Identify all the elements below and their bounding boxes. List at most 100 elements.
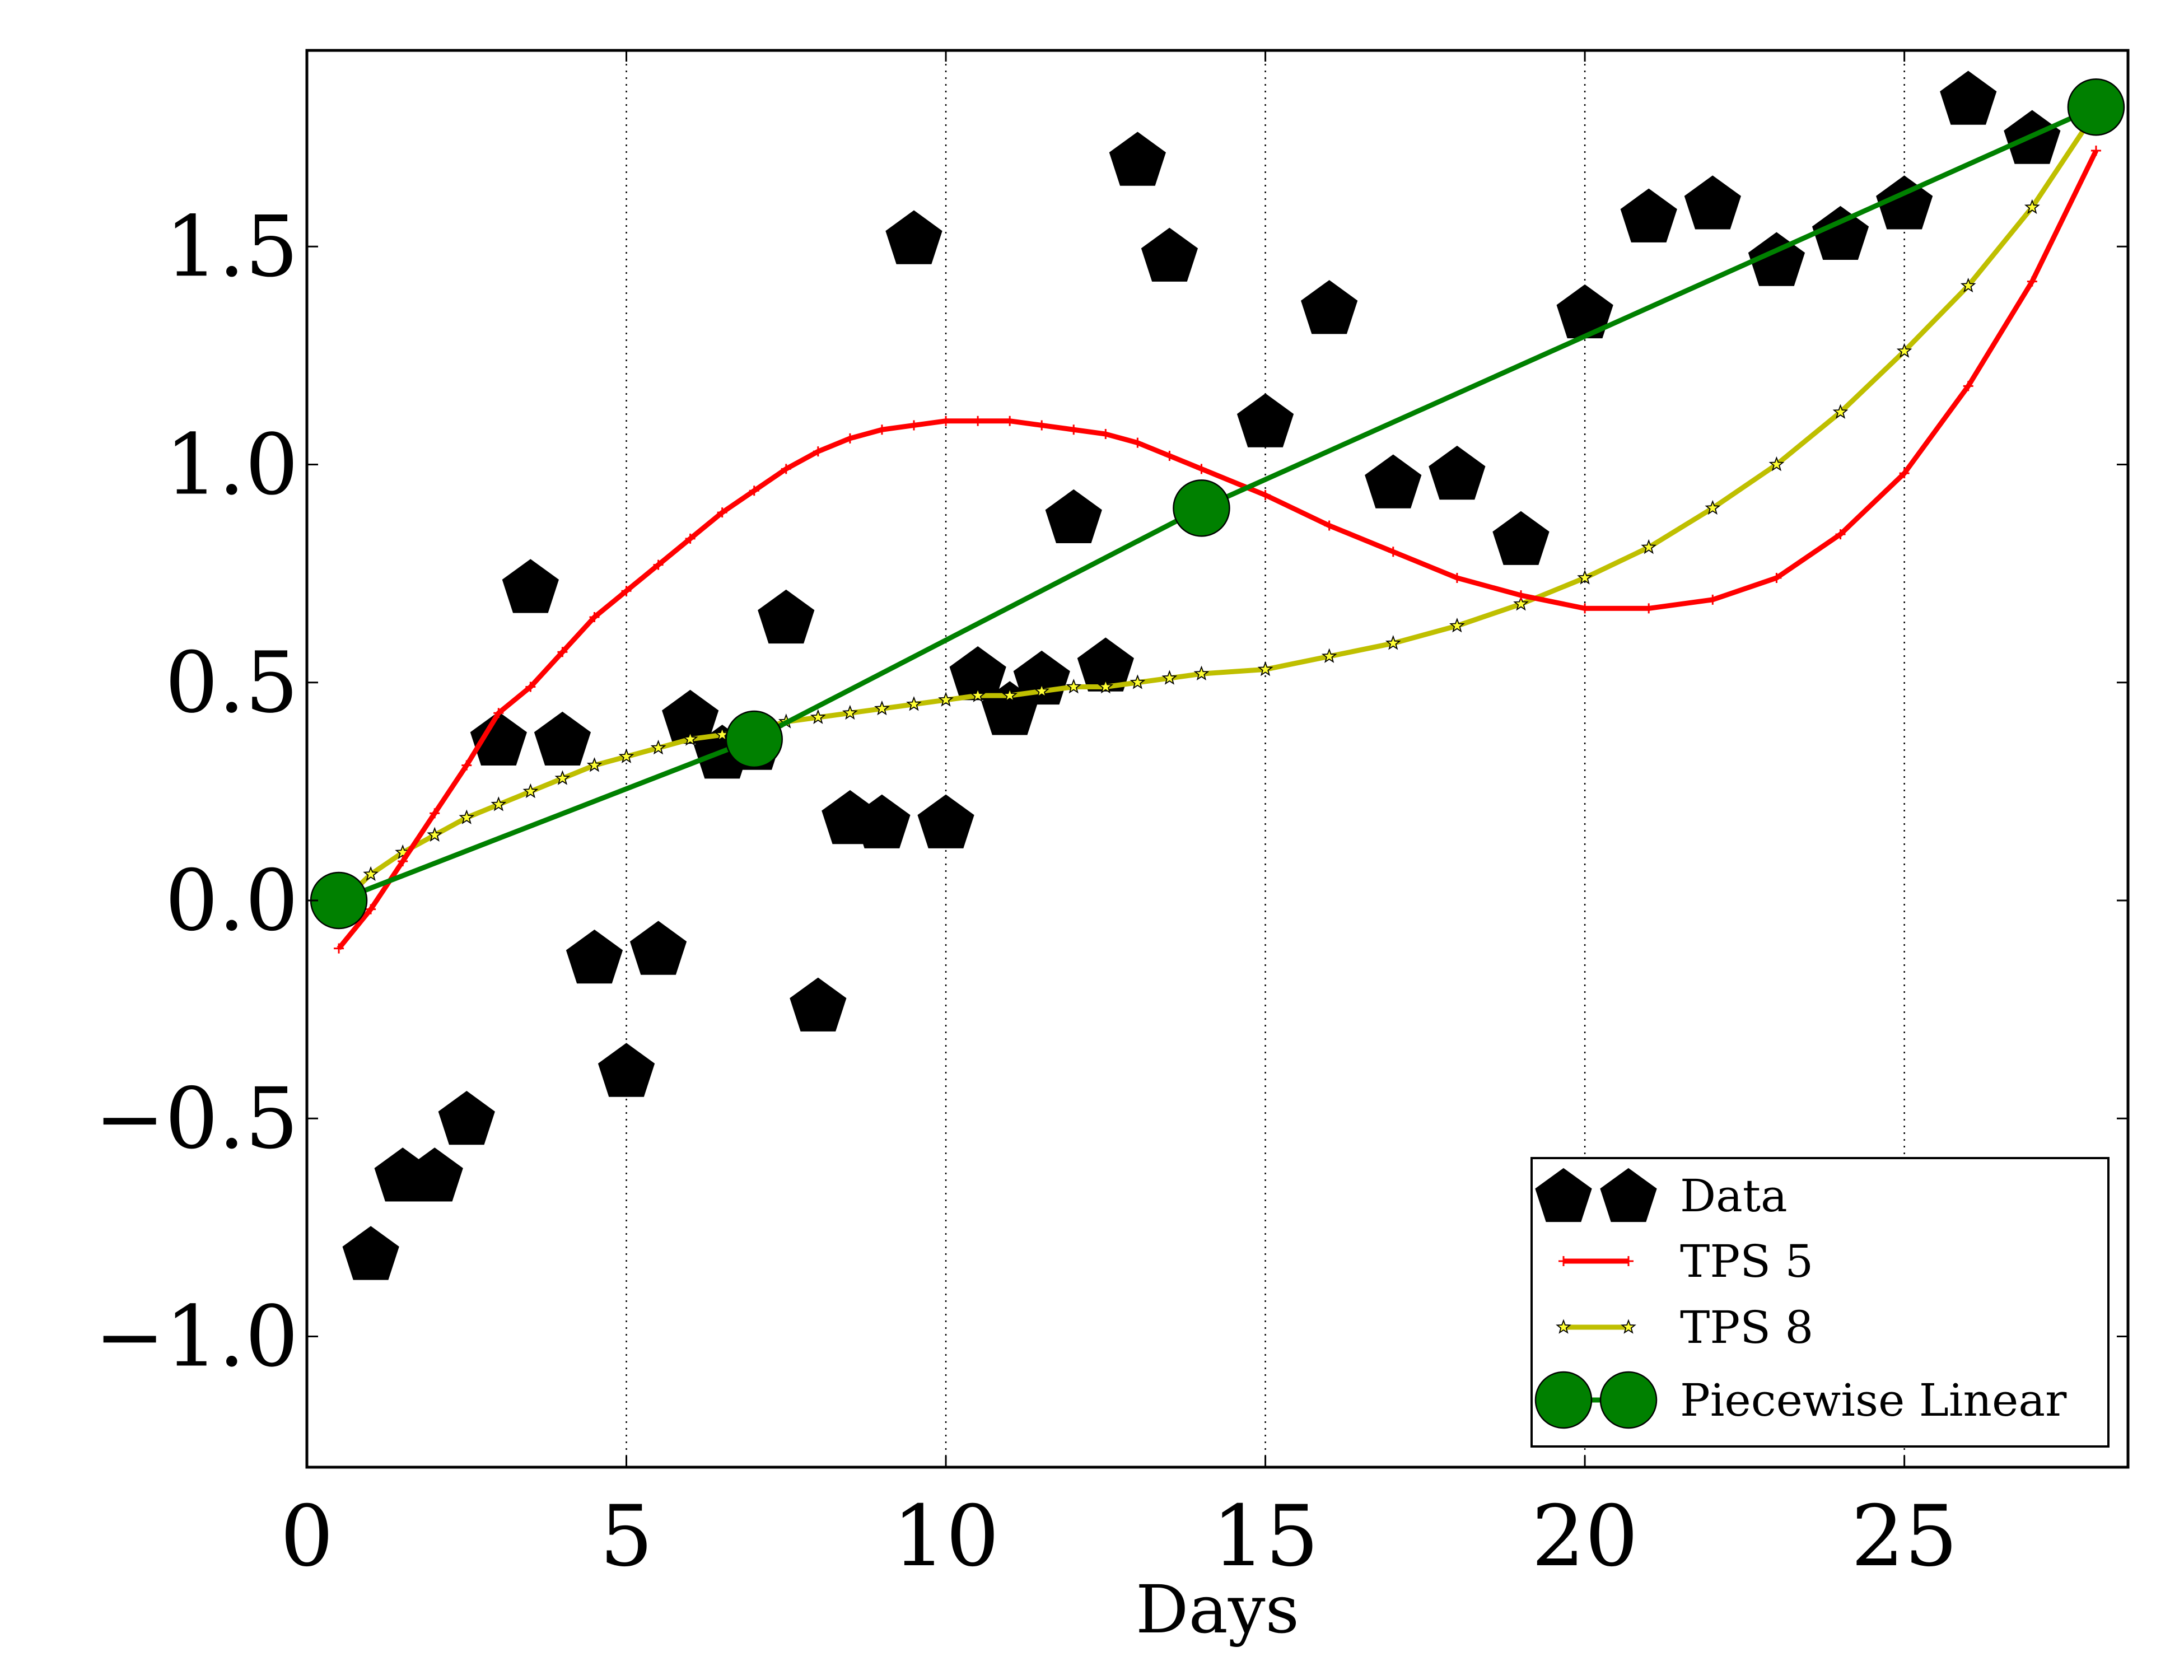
piecewise-linear-point xyxy=(1173,479,1230,537)
y-tick-label: −1.0 xyxy=(95,1288,298,1385)
tps-8-point xyxy=(1768,456,1785,472)
data-point xyxy=(502,559,559,613)
x-axis-title: Days xyxy=(1136,1571,1299,1648)
tps-8-point xyxy=(1705,500,1721,515)
tps-5-point xyxy=(1196,464,1207,474)
x-tick-label: 15 xyxy=(1212,1488,1319,1585)
data-point xyxy=(566,929,623,984)
tps-5-point xyxy=(1005,416,1015,426)
tps-5-point xyxy=(1324,520,1334,531)
tps-5-line xyxy=(337,150,2098,950)
tps-5-point xyxy=(749,486,759,496)
legend-label: TPS 8 xyxy=(1680,1301,1813,1354)
tps-5-point xyxy=(1707,594,1718,605)
tps-8-point xyxy=(1577,570,1593,585)
data-point xyxy=(790,977,847,1032)
tps-8-point xyxy=(650,739,666,755)
tps-8-point xyxy=(874,700,890,716)
data-point xyxy=(1236,393,1294,447)
tps-5-point xyxy=(589,612,600,622)
tps-8-point xyxy=(1449,617,1465,633)
tps-8-point xyxy=(1161,670,1178,685)
tps-8-point xyxy=(1641,539,1657,554)
legend: Data TPS 5 TPS 8 Piecewise Linear xyxy=(1530,1157,2110,1448)
data-point xyxy=(342,1226,399,1280)
tps-8-point xyxy=(618,748,634,763)
data-point xyxy=(662,689,719,744)
data-point xyxy=(758,589,815,644)
tps-8-point xyxy=(1130,674,1146,689)
tps-5-point xyxy=(1260,490,1271,501)
tps-5-point xyxy=(781,464,791,474)
tps-5-point xyxy=(1644,603,1654,614)
data-point xyxy=(406,1147,463,1202)
tps-5-point xyxy=(1452,572,1462,583)
data-point xyxy=(598,1043,655,1097)
tps-5-point xyxy=(1835,529,1846,540)
data-point xyxy=(1045,489,1102,543)
y-tick-label: 0.0 xyxy=(165,852,298,950)
tps-5-point xyxy=(557,647,568,657)
tps-8-point xyxy=(1321,648,1337,663)
legend-label: Data xyxy=(1680,1170,1788,1222)
data-point xyxy=(1301,280,1358,334)
data-point xyxy=(1109,132,1166,186)
x-tick-label: 25 xyxy=(1851,1488,1958,1585)
x-tick-label: 5 xyxy=(600,1488,653,1585)
tps-8-line xyxy=(337,110,2098,907)
data-point xyxy=(1684,175,1741,230)
tps-5-point xyxy=(876,424,887,435)
data-point xyxy=(1429,445,1486,500)
series-layer xyxy=(310,71,2125,1280)
data-point xyxy=(470,711,527,766)
tps-5-point xyxy=(1100,429,1111,440)
series-tps-5 xyxy=(334,146,2101,954)
tps-8-point xyxy=(810,709,826,724)
tps-5-point xyxy=(973,416,983,426)
legend-marker-data xyxy=(1535,1168,1592,1222)
tps-8-point xyxy=(1034,683,1050,698)
legend-item: TPS 5 xyxy=(1558,1235,1813,1287)
tps-5-point xyxy=(430,808,440,819)
tps-8-point xyxy=(1385,635,1401,650)
data-point xyxy=(885,210,942,264)
data-point xyxy=(1141,227,1198,282)
legend-marker-plus xyxy=(1623,1256,1634,1266)
tps-5-point xyxy=(493,708,504,718)
tps-5-point xyxy=(813,446,823,457)
tps-8-point xyxy=(491,796,507,811)
axis-ticks: 0 5 10 15 20 25 −1.0 −0.5 0.0 0.5 1.0 1.5 xyxy=(95,50,2128,1585)
piecewise-linear-line xyxy=(338,105,2097,903)
tps-5-point xyxy=(844,433,855,444)
y-tick-label: −0.5 xyxy=(95,1070,298,1168)
tps-5-point xyxy=(1068,424,1079,435)
tps-5-point xyxy=(717,507,727,518)
legend-marker-star xyxy=(1621,1319,1636,1334)
data-point xyxy=(534,711,591,766)
tps-8-point xyxy=(1257,661,1273,676)
tps-5-point xyxy=(1963,381,1973,391)
tps-8-point xyxy=(522,783,539,799)
tps-8-point xyxy=(1066,679,1082,694)
data-point xyxy=(949,646,1006,701)
data-point xyxy=(629,921,687,975)
tps-5-point xyxy=(941,416,951,426)
tps-5-point xyxy=(366,904,376,914)
data-point xyxy=(1077,637,1134,692)
y-tick-label: 1.5 xyxy=(165,198,298,296)
y-tick-label: 0.5 xyxy=(165,634,298,732)
tps-8-point xyxy=(1832,404,1849,419)
x-tick-label: 20 xyxy=(1532,1488,1639,1585)
tps-8-point xyxy=(682,731,698,746)
tps-8-point xyxy=(2024,199,2040,214)
tps-5-point xyxy=(1132,437,1143,448)
data-point xyxy=(1365,454,1422,508)
data-point xyxy=(1940,71,1997,125)
tps-8-point xyxy=(1960,277,1976,293)
tps-8-point xyxy=(1098,679,1114,694)
tps-5-point xyxy=(653,559,664,570)
tps-8-point xyxy=(938,692,954,707)
legend-marker-circle xyxy=(1599,1371,1658,1429)
legend-label: TPS 5 xyxy=(1680,1235,1813,1287)
